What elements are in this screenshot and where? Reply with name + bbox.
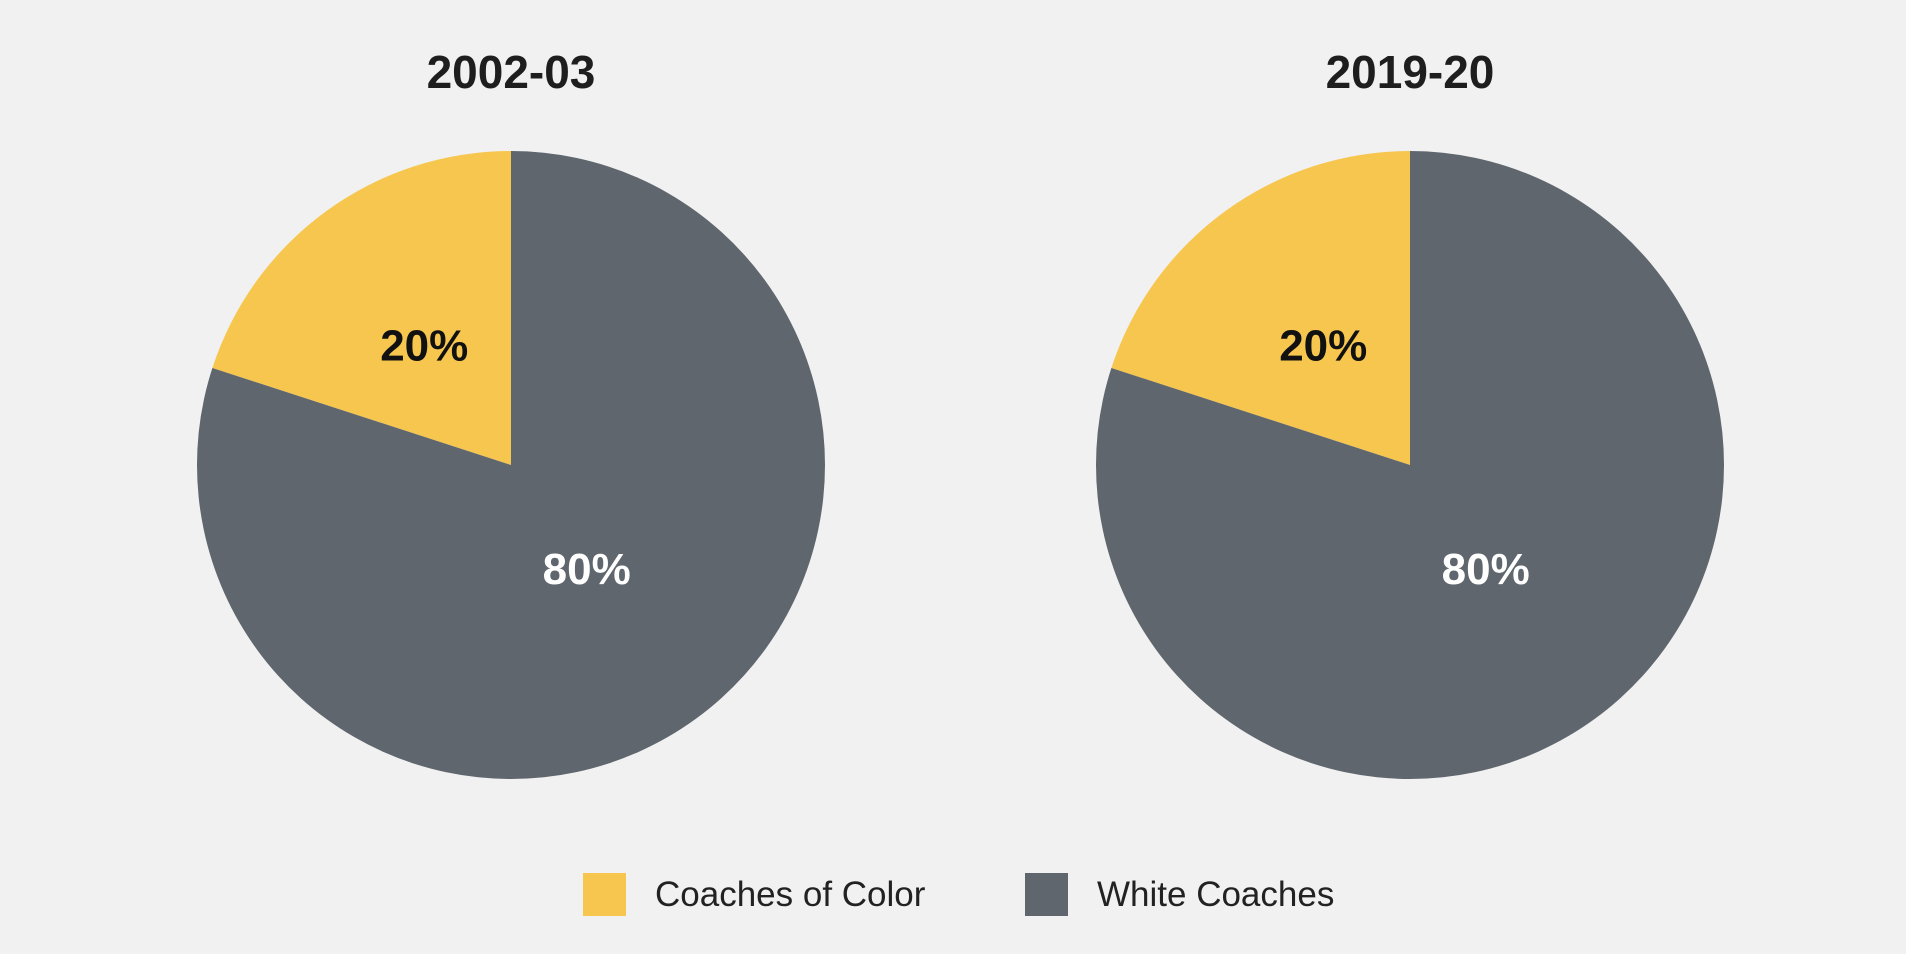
legend-label: Coaches of Color [655, 875, 926, 914]
legend-item-coaches-of-color: Coaches of Color [583, 873, 926, 916]
pie-title: 2002-03 [427, 46, 596, 98]
pie-slice-coaches-of-color [1111, 151, 1410, 465]
pie-slice-white-coaches [1096, 151, 1725, 779]
slice-value-label: 80% [543, 545, 631, 594]
legend: Coaches of Color White Coaches [583, 873, 1334, 916]
pie-slice-white-coaches [197, 151, 826, 779]
legend-swatch [1025, 873, 1068, 916]
pie-chart-2019-20: 2019-20 20% 80% [1096, 46, 1725, 779]
slice-value-label: 20% [1279, 322, 1367, 371]
pie-title: 2019-20 [1326, 46, 1495, 98]
pie-chart-2002-03: 2002-03 20% 80% [197, 46, 826, 779]
legend-item-white-coaches: White Coaches [1025, 873, 1334, 916]
legend-swatch [583, 873, 626, 916]
legend-label: White Coaches [1097, 875, 1334, 914]
slice-value-label: 80% [1442, 545, 1530, 594]
slice-value-label: 20% [380, 322, 468, 371]
pie-slice-coaches-of-color [212, 151, 511, 465]
